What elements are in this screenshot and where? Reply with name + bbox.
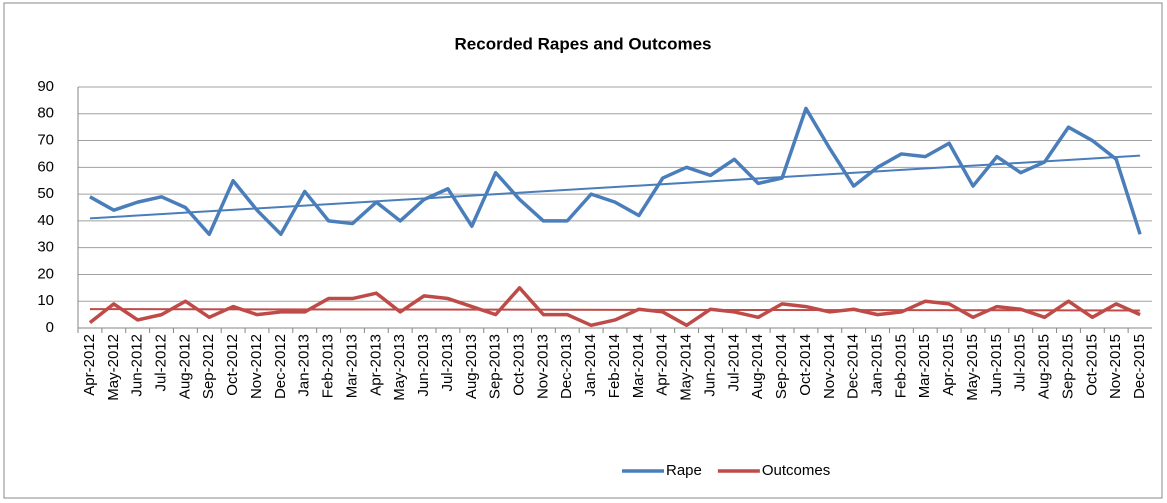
y-tick-label: 20 <box>37 265 54 282</box>
x-tick-label: Jul-2013 <box>439 334 456 392</box>
legend-label: Rape <box>666 462 702 479</box>
x-tick-label: Feb-2015 <box>892 334 909 398</box>
x-tick-label: May-2015 <box>964 334 981 401</box>
x-tick-label: May-2014 <box>678 334 695 401</box>
x-tick-label: Nov-2013 <box>534 334 551 399</box>
x-tick-label: Feb-2014 <box>606 334 623 398</box>
y-tick-label: 0 <box>46 319 54 336</box>
x-tick-label: Jun-2012 <box>129 334 146 397</box>
x-tick-label: Aug-2012 <box>176 334 193 399</box>
y-tick-label: 80 <box>37 105 54 122</box>
x-tick-label: Dec-2015 <box>1131 334 1148 399</box>
series-line <box>89 106 1142 237</box>
x-tick-label: Dec-2013 <box>558 334 575 399</box>
x-tick-label: Jan-2015 <box>869 334 886 397</box>
series-line <box>88 286 1141 328</box>
trendline <box>89 308 1141 312</box>
x-tick-label: Jun-2014 <box>701 334 718 397</box>
chart-title: Recorded Rapes and Outcomes <box>455 34 712 53</box>
x-tick-label: Sep-2012 <box>200 334 217 399</box>
x-tick-label: Sep-2015 <box>1059 334 1076 399</box>
chart-border <box>3 2 1163 499</box>
x-tick-label: Aug-2015 <box>1036 334 1053 399</box>
y-tick-label: 90 <box>37 78 54 95</box>
x-tick-label: Nov-2014 <box>821 334 838 399</box>
x-tick-label: Jul-2012 <box>153 334 170 392</box>
legend-label: Outcomes <box>762 462 830 479</box>
x-tick-label: Jan-2014 <box>582 334 599 397</box>
x-tick-label: Dec-2012 <box>272 334 289 399</box>
x-tick-label: May-2013 <box>391 334 408 401</box>
x-tick-label: Jun-2015 <box>988 334 1005 397</box>
x-tick-label: Jun-2013 <box>415 334 432 397</box>
x-tick-label: Nov-2012 <box>248 334 265 399</box>
x-tick-label: Oct-2014 <box>797 334 814 396</box>
x-tick-label: Oct-2013 <box>511 334 528 396</box>
trendline <box>89 154 1141 220</box>
x-tick-label: Apr-2014 <box>654 334 671 396</box>
x-tick-label: Aug-2014 <box>749 334 766 399</box>
y-tick-label: 60 <box>37 158 54 175</box>
x-tick-label: Sep-2014 <box>773 334 790 399</box>
x-tick-label: Mar-2015 <box>916 334 933 398</box>
x-tick-label: Jul-2014 <box>725 334 742 392</box>
x-tick-label: Oct-2015 <box>1083 334 1100 396</box>
y-tick-label: 40 <box>37 212 54 229</box>
x-tick-label: Jul-2015 <box>1012 334 1029 392</box>
x-tick-label: Aug-2013 <box>463 334 480 399</box>
x-tick-label: Mar-2013 <box>343 334 360 398</box>
y-tick-label: 50 <box>37 185 54 202</box>
y-tick-label: 30 <box>37 239 54 256</box>
y-tick-label: 10 <box>37 292 54 309</box>
x-tick-label: Mar-2014 <box>630 334 647 398</box>
x-tick-label: Sep-2013 <box>487 334 504 399</box>
x-tick-label: Oct-2012 <box>224 334 241 396</box>
y-tick-label: 70 <box>37 132 54 149</box>
x-tick-label: Jan-2013 <box>296 334 313 397</box>
x-tick-label: Apr-2013 <box>367 334 384 396</box>
x-tick-label: Apr-2015 <box>940 334 957 396</box>
x-tick-label: Dec-2014 <box>845 334 862 399</box>
x-tick-label: Feb-2013 <box>320 334 337 398</box>
x-tick-label: Nov-2015 <box>1107 334 1124 399</box>
x-tick-label: Apr-2012 <box>81 334 98 396</box>
x-tick-label: May-2012 <box>105 334 122 401</box>
